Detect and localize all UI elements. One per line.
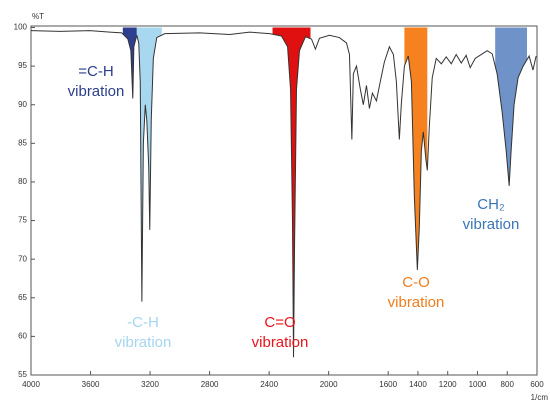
- y-tick-label: 90: [18, 100, 27, 109]
- y-tick-label: 85: [18, 138, 27, 147]
- x-tick-label: 1400: [409, 380, 427, 389]
- x-tick-label: 1200: [439, 380, 457, 389]
- y-tick-label: 95: [18, 61, 27, 70]
- band-label: C-O: [402, 274, 430, 291]
- x-tick-label: 600: [530, 380, 544, 389]
- plot-frame: [30, 25, 538, 376]
- band-fill: [136, 27, 162, 302]
- y-tick-label: 55: [18, 370, 27, 379]
- x-tick-label: 1000: [469, 380, 487, 389]
- x-tick-label: 800: [501, 380, 515, 389]
- y-tick-label: 75: [18, 216, 27, 225]
- y-tick-label: 80: [18, 177, 27, 186]
- band-label: vibration: [252, 334, 309, 351]
- x-tick-label: 2400: [260, 380, 278, 389]
- spectrum-line: [30, 30, 537, 358]
- band-label: vibration: [463, 216, 520, 233]
- x-axis-label: 1/cm: [531, 393, 549, 402]
- band-fill: [404, 27, 428, 270]
- y-tick-label: 70: [18, 254, 27, 263]
- band-label: CH₂: [477, 196, 505, 213]
- band-fill: [495, 27, 528, 186]
- x-tick-label: 2000: [320, 380, 338, 389]
- band-fill: [272, 27, 311, 358]
- x-tick-label: 1600: [379, 380, 397, 389]
- x-tick-label: 3200: [141, 380, 159, 389]
- band-label: =C-H: [78, 63, 113, 80]
- x-tick-label: 2800: [201, 380, 219, 389]
- band-label: -C-H: [127, 314, 159, 331]
- y-axis-label: %T: [32, 12, 44, 21]
- y-tick-label: 60: [18, 331, 27, 340]
- band-fill: [122, 27, 137, 99]
- band-label: C=O: [264, 314, 295, 331]
- band-label: vibration: [388, 294, 445, 311]
- band-label: vibration: [115, 334, 172, 351]
- x-tick-label: 3600: [82, 380, 100, 389]
- y-tick-label: 100: [14, 23, 28, 32]
- band-label: vibration: [68, 83, 125, 100]
- y-tick-label: 65: [18, 293, 27, 302]
- x-tick-label: 4000: [22, 380, 40, 389]
